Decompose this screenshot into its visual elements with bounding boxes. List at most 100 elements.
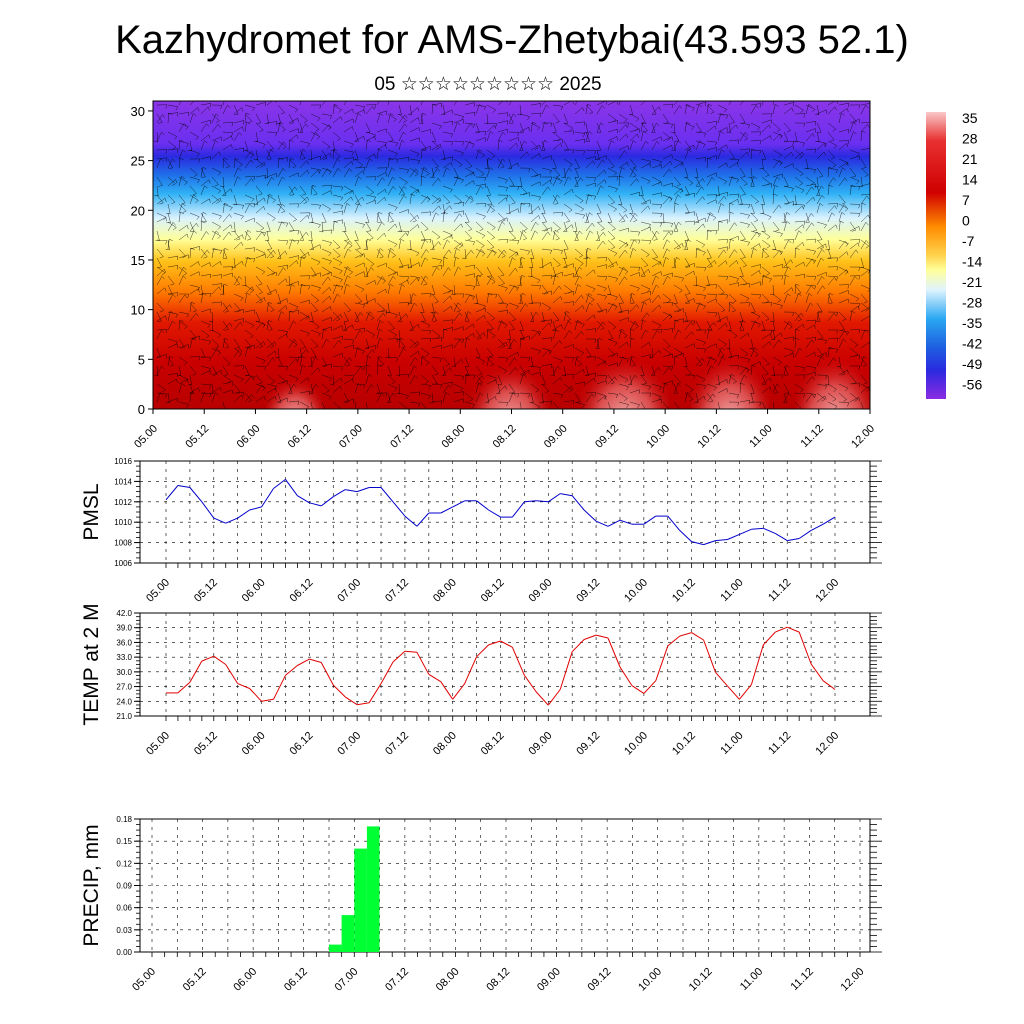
line-segment (739, 684, 752, 700)
line-segment (416, 651, 430, 675)
colorbar: 35 28 21 14 7 0 -7 -14 -21 -28 -35 -42 -49 -56 (926, 110, 982, 399)
line-segment (213, 517, 226, 524)
x-tick-label: 06.12 (282, 966, 310, 994)
chart-title: Kazhydromet for AMS-Zhetybai(43.593 52.1… (115, 18, 909, 62)
line-segment (822, 680, 836, 690)
colorbar-label: -21 (962, 274, 982, 290)
x-tick-label: 07.12 (383, 730, 411, 758)
line-segment (440, 506, 453, 514)
x-tick-label: 10.00 (644, 423, 672, 451)
series (329, 826, 380, 952)
line-segment (452, 683, 466, 700)
line-segment (560, 493, 573, 497)
y-tick-label: 21.0 (116, 712, 132, 721)
x-axis: 05.00 05.12 06.00 06.12 07.00 07.12 08.00 08.12… (144, 563, 841, 605)
x-tick-label: 08.12 (484, 966, 512, 994)
x-tick-label: 09.12 (593, 423, 621, 451)
line-segment (488, 640, 501, 646)
x-tick-label: 10.00 (636, 966, 664, 994)
x-tick-label: 06.00 (240, 577, 268, 605)
y-tick-label: 0 (138, 402, 145, 417)
line-segment (559, 651, 573, 690)
x-axis: 05.00 05.12 06.00 06.12 07.00 07.12 08.00 08.12… (130, 952, 867, 994)
y-tick-label: 36.0 (116, 638, 132, 647)
x-tick-label: 06.00 (240, 730, 268, 758)
line-segment (344, 696, 358, 706)
line-segment (189, 487, 203, 503)
y-tick-label: 0.06 (116, 904, 132, 913)
x-tick-label: 11.12 (766, 577, 793, 604)
line-segment (225, 664, 239, 684)
panel-frame (139, 818, 871, 953)
line-segment (380, 487, 394, 503)
line-segment (691, 632, 704, 641)
line-segment (356, 487, 370, 493)
line-segment (631, 685, 645, 694)
line-segment (798, 631, 812, 665)
line-segment (273, 675, 286, 700)
colorbar-label: -56 (962, 377, 982, 393)
colorbar-label: 7 (962, 192, 970, 208)
line-segment (261, 698, 274, 702)
line-segment (333, 489, 346, 498)
line-segment (739, 528, 752, 535)
line-segment (691, 541, 704, 546)
colorbar-label: -49 (962, 356, 982, 372)
y-tick-label: 20 (131, 203, 145, 218)
y-tick-label: 33.0 (116, 653, 132, 662)
hot-spots (265, 330, 870, 409)
x-tick-label: 06.00 (231, 966, 259, 994)
line-segment (679, 530, 692, 542)
line-segment (177, 681, 191, 694)
y-axis: 1016 1014 1012 1010 1008 1006 (114, 457, 882, 568)
colorbar-label: 35 (962, 110, 978, 126)
panel-frame (139, 460, 871, 564)
cross-section-x-axis: 05.00 05.12 06.00 06.12 07.00 07.12 08.00 08.12… (132, 409, 877, 451)
y-axis: 42.0 39.0 36.0 33.0 30.0 27.0 24.0 21.0 (116, 609, 882, 721)
series (165, 479, 836, 546)
x-tick-label: 05.12 (192, 730, 220, 758)
x-tick-label: 11.12 (766, 730, 793, 757)
y-tick-label: 0.15 (116, 837, 132, 846)
line-segment (440, 681, 454, 700)
precip-panel: 0.18 0.15 0.12 0.09 0.06 0.03 0.00 05.00 05.12 06… (80, 815, 882, 994)
line-segment (273, 479, 286, 489)
line-segment (201, 501, 215, 519)
x-tick-label: 07.00 (335, 730, 363, 758)
temp-panel: 42.039.036.033.030.027.024.021.005.00 05.… (80, 603, 882, 758)
line-segment (703, 639, 716, 673)
line-segment (345, 489, 358, 493)
x-tick-label: 06.00 (235, 423, 263, 451)
line-segment (237, 683, 250, 689)
x-tick-label: 07.12 (388, 423, 416, 451)
cross-section-panel: 0 5 10 15 20 25 30 05.00 05.12 06.00 06.12 07.00 07… (131, 100, 877, 451)
line-segment (607, 519, 621, 527)
y-tick-label: 1012 (114, 498, 132, 507)
line-segment (511, 647, 525, 676)
x-tick-label: 08.12 (491, 423, 519, 451)
x-tick-label: 09.12 (586, 966, 614, 994)
line-segment (619, 666, 633, 686)
bar (354, 848, 367, 952)
bar (366, 826, 380, 952)
line-segment (750, 644, 764, 685)
grid (140, 612, 870, 717)
line-segment (404, 515, 418, 527)
line-segment (571, 495, 585, 511)
y-axis-label: TEMP at 2 M (80, 603, 103, 725)
x-tick-label: 10.12 (670, 730, 698, 758)
y-tick-label: 30 (131, 104, 145, 119)
y-tick-label: 0.00 (116, 948, 132, 957)
line-segment (201, 655, 214, 662)
y-tick-label: 1016 (114, 457, 132, 466)
x-tick-label: 07.00 (337, 423, 365, 451)
line-segment (583, 509, 597, 522)
x-tick-label: 10.12 (696, 423, 724, 451)
line-segment (428, 673, 442, 683)
x-tick-label: 05.00 (144, 577, 172, 605)
line-segment (476, 644, 489, 658)
x-tick-label: 12.00 (813, 730, 841, 758)
line-segment (667, 515, 681, 531)
x-tick-label: 08.12 (479, 730, 507, 758)
